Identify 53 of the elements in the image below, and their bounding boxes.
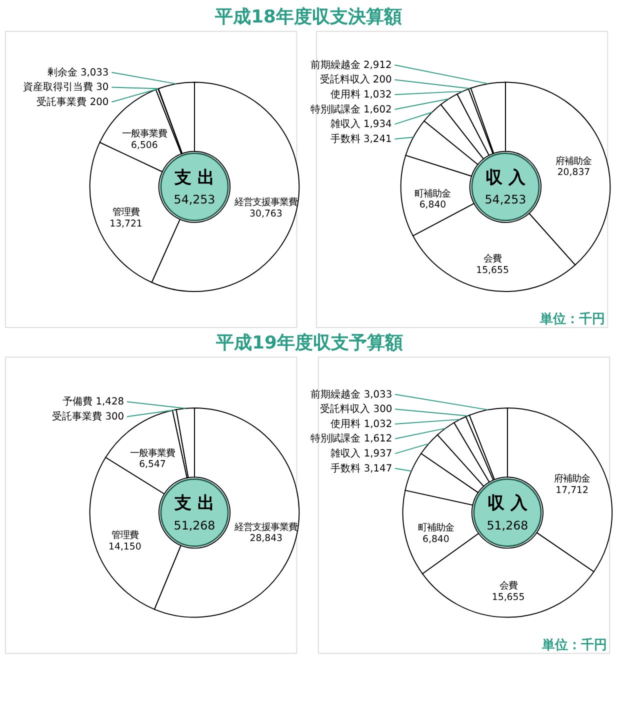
slice-label: 使用料 1,032 [330,88,392,101]
data-label: 13,721 [110,218,142,230]
slice-label: 経営支援事業費 [234,522,298,533]
chart-title: 平成18年度収支決算額 [214,6,402,28]
slice-label: 町補助金 [414,188,451,200]
slice-label: 予備費 1,428 [62,396,124,408]
text: 単位：千円 [539,311,606,328]
slice-label: 雑収入 1,934 [330,118,392,130]
slice-label: 雑収入 1,937 [330,448,392,460]
text: 51,268 [486,518,528,532]
data-label: 30,763 [250,208,282,220]
data-label: 15,655 [492,592,525,604]
slice-label: 手数料 3,241 [330,132,392,145]
slice-label: 受託事業費 200 [36,96,109,108]
data-label: 6,840 [422,534,450,545]
text: 収 入 [486,166,526,187]
text: 単位：千円 [541,636,608,653]
data-label: 6,506 [131,140,158,151]
slice-label: 町補助金 [418,522,454,534]
slice-label: 剰余金 3,033 [47,66,109,78]
slice-label: 使用料 1,032 [330,418,392,430]
data-label: 28,843 [250,533,283,544]
slice-label: 受託料収入 300 [320,403,392,416]
slice-label: 管理費 [112,207,140,218]
slice-label: 前期繰越金 3,033 [310,388,392,400]
slice-label: 経営支援事業費 [233,197,298,208]
data-label: 6,547 [139,459,166,470]
slice-label: 一般事業費 [122,128,167,140]
text: 収 入 [488,492,528,513]
slice-label: 特別賦課金 1,612 [310,432,392,445]
slice-label: 一般事業費 [130,448,175,459]
slice-label: 会費 [484,254,502,265]
text: 54,253 [484,192,526,207]
slice-label: 前期繰越金 2,912 [310,58,392,71]
text: 51,268 [174,518,216,532]
slice-label: 府補助金 [554,474,590,485]
text: 支 出 [174,492,214,513]
data-label: 14,150 [108,541,142,552]
data-label: 20,837 [557,167,590,178]
data-label: 17,712 [556,484,588,496]
slice-label: 受託事業費 300 [52,410,124,423]
slice-label: 管理費 [111,530,138,541]
slice-label: 府補助金 [556,156,592,167]
chart-title: 平成19年度収支予算額 [215,332,403,354]
slice-label: 資産取得引当費 30 [23,81,109,94]
data-label: 15,655 [476,265,509,276]
slice-label: 会費 [499,580,518,592]
text: 54,253 [174,192,216,207]
slice-label: 特別賦課金 1,602 [310,103,392,116]
slice-label: 手数料 3,147 [330,462,392,474]
data-label: 6,840 [419,200,446,211]
slice-label: 受託料収入 200 [320,74,392,86]
text: 支 出 [174,166,214,187]
